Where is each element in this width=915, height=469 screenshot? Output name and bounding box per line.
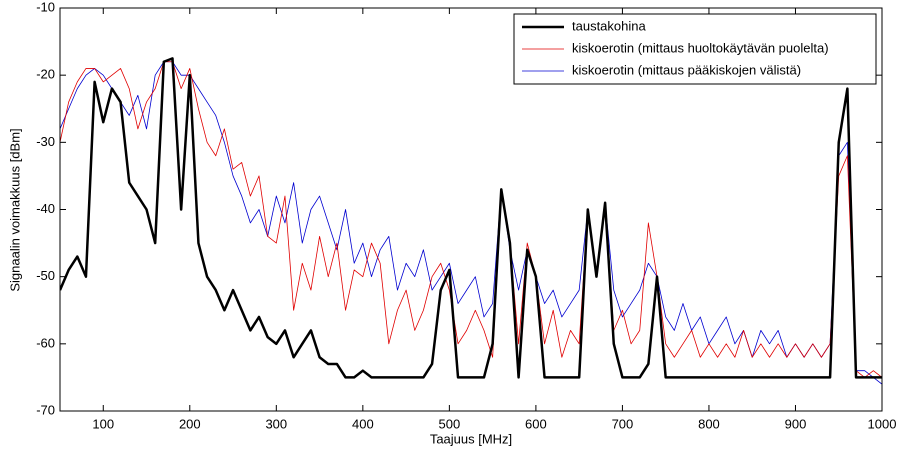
y-tick-label: -70: [36, 402, 55, 417]
x-tick-label: 600: [525, 416, 547, 431]
x-axis-label: Taajuus [MHz]: [430, 431, 512, 446]
series-line: [60, 57, 882, 379]
y-tick-label: -10: [36, 0, 55, 14]
x-tick-label: 300: [265, 416, 287, 431]
y-tick-label: -30: [36, 134, 55, 149]
x-tick-label: 800: [698, 416, 720, 431]
y-tick-label: -60: [36, 335, 55, 350]
legend-box: [513, 13, 877, 85]
y-axis-label: Signaalin voimakkuus [dBm]: [7, 128, 22, 291]
series-line: [60, 61, 882, 378]
x-tick-label: 200: [179, 416, 201, 431]
x-tick-label: 700: [612, 416, 634, 431]
legend-label: kiskoerotin (mittaus pääkiskojen välistä…: [572, 62, 801, 77]
x-tick-label: 900: [785, 416, 807, 431]
x-tick-label: 500: [439, 416, 461, 431]
x-tick-label: 100: [92, 416, 114, 431]
y-tick-label: -20: [36, 67, 55, 82]
legend-label: kiskoerotin (mittaus huoltokäytävän puol…: [572, 40, 829, 55]
y-tick-label: -50: [36, 268, 55, 283]
y-tick-label: -40: [36, 201, 55, 216]
x-tick-label: 1000: [868, 416, 897, 431]
x-tick-label: 400: [352, 416, 374, 431]
legend-label: taustakohina: [572, 18, 646, 33]
